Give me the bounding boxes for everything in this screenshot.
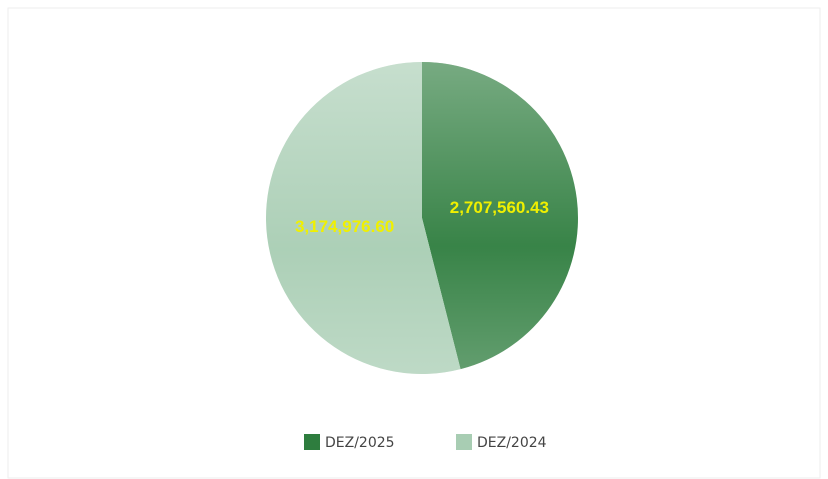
legend: DEZ/2025 DEZ/2024 — [304, 434, 547, 451]
labels: 2,707,560.43 3,174,976.60 — [295, 198, 549, 236]
legend-label: DEZ/2024 — [477, 435, 547, 451]
legend-label: DEZ/2025 — [325, 435, 395, 451]
legend-swatch — [456, 434, 472, 450]
legend-swatch — [304, 434, 320, 450]
value-label: 2,707,560.43 — [450, 198, 549, 217]
value-label: 3,174,976.60 — [295, 217, 394, 236]
frame — [7, 7, 821, 479]
